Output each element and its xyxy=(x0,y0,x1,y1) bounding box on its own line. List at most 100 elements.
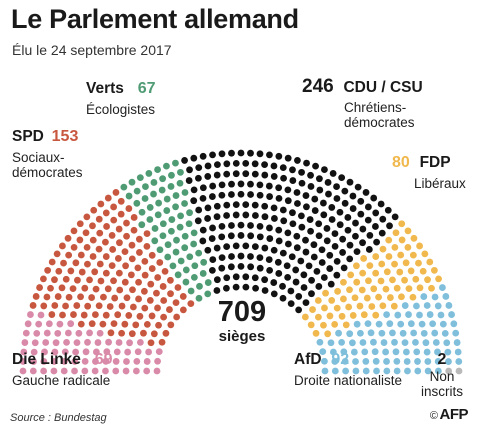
seat-cdu-csu xyxy=(339,235,347,243)
seat-non-inscrits xyxy=(445,367,453,375)
seat-afd xyxy=(405,311,412,318)
seat-spd xyxy=(77,293,84,301)
seat-spd xyxy=(84,260,91,268)
seat-cdu-csu xyxy=(190,186,198,194)
seat-spd xyxy=(74,276,81,284)
seat-fdp xyxy=(391,260,398,268)
seat-spd xyxy=(83,244,91,251)
seat-spd xyxy=(146,297,154,304)
party-name-afd: AfD xyxy=(294,351,322,368)
seat-afd xyxy=(341,357,349,365)
seat-cdu-csu xyxy=(223,212,230,219)
seat-afd xyxy=(383,358,390,365)
seat-cdu-csu xyxy=(265,256,273,263)
seat-fdp xyxy=(326,312,334,320)
seat-cdu-csu xyxy=(344,226,352,234)
seat-spd xyxy=(174,284,182,291)
seat-afd xyxy=(397,320,405,328)
seat-cdu-csu xyxy=(261,287,269,294)
seat-die-linke xyxy=(82,348,90,356)
seat-spd xyxy=(115,269,123,277)
party-name-fdp: FDP xyxy=(419,154,451,171)
seat-cdu-csu xyxy=(270,204,278,212)
seat-fdp xyxy=(351,294,359,302)
seat-cdu-csu xyxy=(293,244,301,252)
seat-spd xyxy=(110,216,118,224)
seat-fdp xyxy=(430,266,438,274)
seat-fdp xyxy=(391,244,399,251)
label-die-linke: Die Linke 69 Gauche radicale xyxy=(12,352,112,389)
seat-cdu-csu xyxy=(261,244,269,252)
seat-die-linke xyxy=(43,329,51,337)
seat-spd xyxy=(108,262,116,270)
seat-afd xyxy=(420,293,428,300)
seat-afd xyxy=(352,367,360,375)
seat-cdu-csu xyxy=(270,162,278,170)
seat-afd xyxy=(391,338,398,346)
seat-cdu-csu xyxy=(181,157,188,164)
seat-cdu-csu xyxy=(308,290,315,298)
seat-afd xyxy=(353,320,361,328)
seat-spd xyxy=(109,246,117,253)
seat-cdu-csu xyxy=(223,170,231,178)
seat-fdp xyxy=(404,244,412,251)
seat-die-linke xyxy=(75,329,83,337)
seat-spd xyxy=(64,234,72,242)
seat-spd xyxy=(43,293,51,301)
label-cdu-csu: 246 CDU / CSU Chrétiens-démocrates xyxy=(302,77,426,130)
seat-spd xyxy=(135,278,142,286)
seat-spd xyxy=(40,275,47,283)
seat-fdp xyxy=(409,251,417,259)
seat-cdu-csu xyxy=(300,271,308,279)
seat-afd xyxy=(413,348,421,356)
seat-afd xyxy=(373,367,380,375)
seat-fdp xyxy=(372,269,380,277)
seat-cdu-csu xyxy=(346,241,354,249)
seat-cdu-csu xyxy=(237,262,245,270)
seat-cdu-csu xyxy=(364,216,372,224)
seat-verts xyxy=(204,279,212,286)
seat-afd xyxy=(412,339,419,346)
seat-die-linke xyxy=(115,339,123,346)
seat-cdu-csu xyxy=(252,284,259,292)
seat-cdu-csu xyxy=(275,226,283,234)
seat-spd xyxy=(32,293,40,300)
seat-fdp xyxy=(383,268,391,276)
seat-die-linke xyxy=(41,348,48,356)
seat-cdu-csu xyxy=(256,181,264,189)
seat-fdp xyxy=(397,251,405,259)
seat-afd xyxy=(386,320,394,328)
seat-cdu-csu xyxy=(298,179,306,187)
seat-die-linke xyxy=(103,348,111,356)
seat-afd xyxy=(434,348,441,356)
seat-cdu-csu xyxy=(228,191,235,198)
seat-cdu-csu xyxy=(316,186,324,194)
seat-spd xyxy=(130,214,138,221)
seat-fdp xyxy=(389,276,396,284)
seat-verts xyxy=(154,211,162,219)
seat-cdu-csu xyxy=(209,182,217,190)
seat-spd xyxy=(88,320,96,328)
seat-cdu-csu xyxy=(214,161,221,169)
seat-spd xyxy=(103,223,110,230)
seat-cdu-csu xyxy=(311,195,319,203)
seat-afd xyxy=(432,339,440,346)
seat-cdu-csu xyxy=(333,195,341,202)
seat-afd xyxy=(380,339,388,346)
seat-spd xyxy=(123,294,131,302)
seat-die-linke xyxy=(143,358,151,365)
seat-spd xyxy=(99,320,107,328)
seat-spd xyxy=(143,320,151,328)
seat-fdp xyxy=(340,278,347,286)
seat-cdu-csu xyxy=(247,263,255,271)
seat-spd xyxy=(58,284,66,292)
seat-verts xyxy=(163,195,171,203)
seat-fdp xyxy=(359,269,367,277)
seat-spd xyxy=(51,302,59,309)
seat-afd xyxy=(416,311,423,319)
seat-cdu-csu xyxy=(357,197,365,205)
seat-afd xyxy=(327,339,335,347)
seat-cdu-csu xyxy=(384,206,392,214)
seat-fdp xyxy=(338,312,346,320)
